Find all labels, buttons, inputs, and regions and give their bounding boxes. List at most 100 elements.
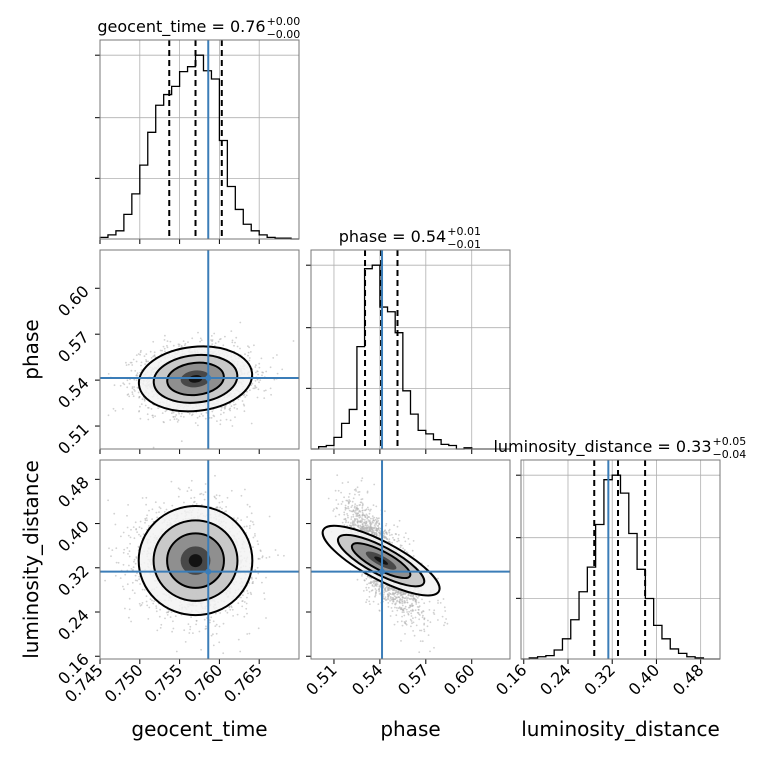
sample-point — [123, 588, 125, 591]
sample-point — [252, 580, 254, 583]
sample-point — [138, 533, 140, 536]
sample-point — [218, 625, 221, 628]
sample-point — [152, 446, 155, 449]
sample-point — [269, 387, 272, 390]
sample-point — [171, 504, 174, 507]
sample-point — [222, 411, 225, 414]
sample-point — [225, 510, 227, 513]
sample-point — [230, 330, 233, 332]
sample-point — [138, 575, 141, 578]
sample-point — [265, 370, 268, 373]
sample-point — [254, 386, 257, 388]
sample-point — [258, 366, 261, 369]
sample-point — [133, 537, 136, 540]
sample-point — [139, 535, 142, 538]
sample-point — [126, 547, 129, 549]
sample-point — [135, 374, 138, 376]
sample-point — [226, 611, 229, 614]
sample-point — [254, 533, 256, 535]
sample-point — [123, 548, 126, 551]
sample-point — [237, 398, 240, 401]
sample-point — [134, 370, 137, 372]
sample-point — [281, 368, 284, 371]
truth-marker — [205, 374, 212, 381]
sample-point — [174, 415, 177, 418]
sample-point — [124, 573, 127, 576]
sample-point — [253, 387, 256, 390]
sample-point — [246, 503, 249, 506]
sample-point — [166, 340, 169, 342]
sample-point — [190, 616, 193, 619]
sample-point — [235, 519, 238, 522]
sample-point — [247, 354, 249, 357]
sample-point — [232, 401, 235, 403]
sample-point — [276, 354, 278, 356]
sample-point — [155, 605, 158, 607]
sample-point — [245, 607, 248, 610]
sample-point — [182, 416, 185, 418]
sample-point — [154, 501, 157, 504]
sample-point — [172, 620, 174, 623]
sample-point — [137, 545, 140, 548]
sample-point — [147, 618, 150, 620]
sample-point — [137, 353, 140, 355]
sample-point — [219, 612, 222, 614]
sample-point — [191, 413, 194, 416]
sample-point — [203, 618, 206, 621]
sample-point — [234, 403, 237, 406]
sample-point — [210, 417, 213, 419]
sample-point — [169, 340, 172, 343]
sample-point — [261, 581, 263, 584]
sample-point — [167, 610, 170, 613]
sample-point — [134, 390, 136, 392]
sample-point — [139, 417, 142, 420]
sample-point — [257, 388, 260, 391]
sample-point — [203, 498, 206, 501]
sample-point — [225, 418, 228, 421]
sample-point — [112, 407, 115, 410]
sample-point — [131, 589, 134, 592]
sample-point — [243, 404, 246, 407]
sample-point — [156, 516, 159, 519]
sample-point — [151, 518, 154, 520]
sample-point — [249, 351, 252, 353]
sample-point — [210, 339, 213, 341]
sample-point — [163, 339, 166, 341]
sample-point — [205, 627, 208, 630]
sample-point — [127, 616, 130, 619]
sample-point — [229, 608, 232, 611]
sample-point — [232, 615, 235, 617]
sample-point — [202, 493, 205, 496]
sample-point — [137, 391, 140, 394]
sample-point — [195, 503, 198, 505]
sample-point — [122, 531, 125, 534]
sample-point — [184, 641, 187, 643]
sample-point — [188, 632, 191, 634]
sample-point — [122, 382, 125, 385]
sample-point — [248, 357, 251, 359]
sample-point — [211, 343, 214, 345]
sample-point — [263, 592, 265, 595]
sample-point — [122, 408, 124, 410]
sample-point — [257, 627, 260, 630]
sample-point — [233, 407, 236, 409]
sample-point — [234, 341, 236, 344]
sample-point — [146, 604, 149, 607]
sample-point — [149, 598, 152, 600]
sample-point — [133, 388, 136, 391]
sample-point — [149, 350, 152, 353]
sample-point — [151, 414, 154, 417]
sample-point — [163, 502, 165, 504]
sample-point — [247, 345, 249, 347]
sample-point — [239, 347, 241, 350]
sample-point — [244, 353, 246, 356]
sample-point — [126, 386, 129, 389]
sample-point — [263, 598, 266, 600]
sample-point — [190, 479, 193, 482]
sample-point — [164, 334, 166, 337]
sample-point — [130, 369, 133, 372]
sample-point — [133, 560, 135, 563]
sample-point — [166, 344, 168, 347]
sample-point — [141, 497, 144, 499]
sample-point — [250, 576, 253, 579]
